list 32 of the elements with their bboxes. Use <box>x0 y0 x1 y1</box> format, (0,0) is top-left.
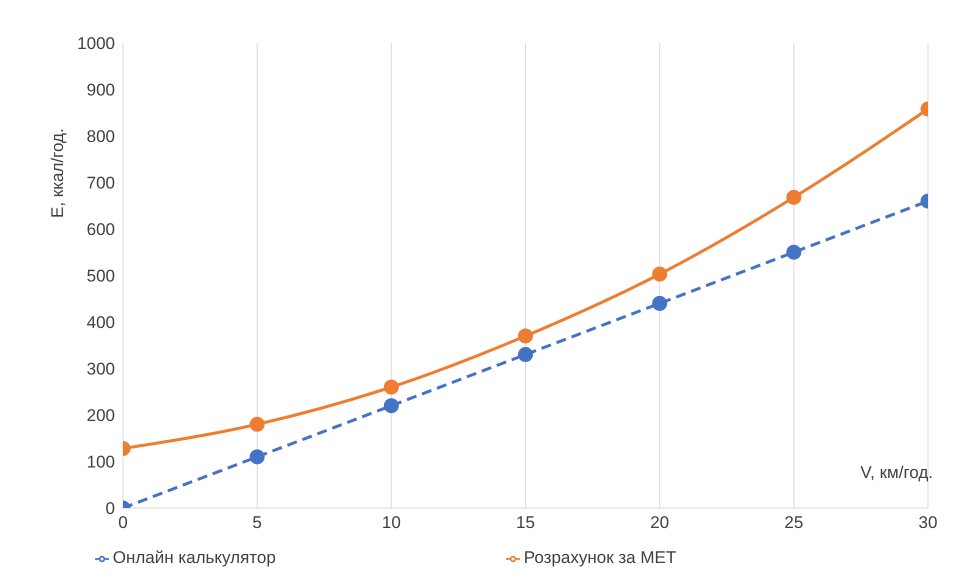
x-tick-label: 5 <box>252 513 262 532</box>
x-axis-title: V, км/год. <box>860 463 933 483</box>
point <box>250 416 265 432</box>
point <box>384 380 399 395</box>
x-tick-label: 0 <box>118 513 128 532</box>
x-tick-label: 30 <box>918 513 938 532</box>
y-tick-label: 900 <box>86 80 115 100</box>
y-tick-label: 600 <box>86 220 115 240</box>
y-tick-label: 400 <box>86 313 115 332</box>
point <box>652 266 668 282</box>
y-tick-label: 300 <box>86 360 115 379</box>
x-tick-label: 25 <box>784 513 804 532</box>
legend-label: Онлайн калькулятор <box>112 548 276 567</box>
y-tick-label: 500 <box>86 266 115 286</box>
point <box>250 449 265 464</box>
x-tick-label: 15 <box>516 513 535 532</box>
y-axis-title: E, ккал/год. <box>48 128 68 218</box>
point <box>518 328 533 344</box>
point <box>786 190 802 205</box>
legend-label: Розрахунок за МЕТ <box>524 548 676 567</box>
y-tick-label: 800 <box>86 127 115 146</box>
x-tick-label: 20 <box>650 513 670 532</box>
y-tick-label: 700 <box>86 174 115 193</box>
point <box>786 244 802 260</box>
y-tick-label: 0 <box>106 499 115 518</box>
y-tick-label: 100 <box>86 452 115 472</box>
point <box>384 398 399 414</box>
point <box>652 296 668 311</box>
point <box>518 347 533 362</box>
y-tick-label: 1000 <box>77 34 115 54</box>
y-tick-label: 200 <box>86 406 115 426</box>
x-tick-label: 10 <box>382 513 401 532</box>
